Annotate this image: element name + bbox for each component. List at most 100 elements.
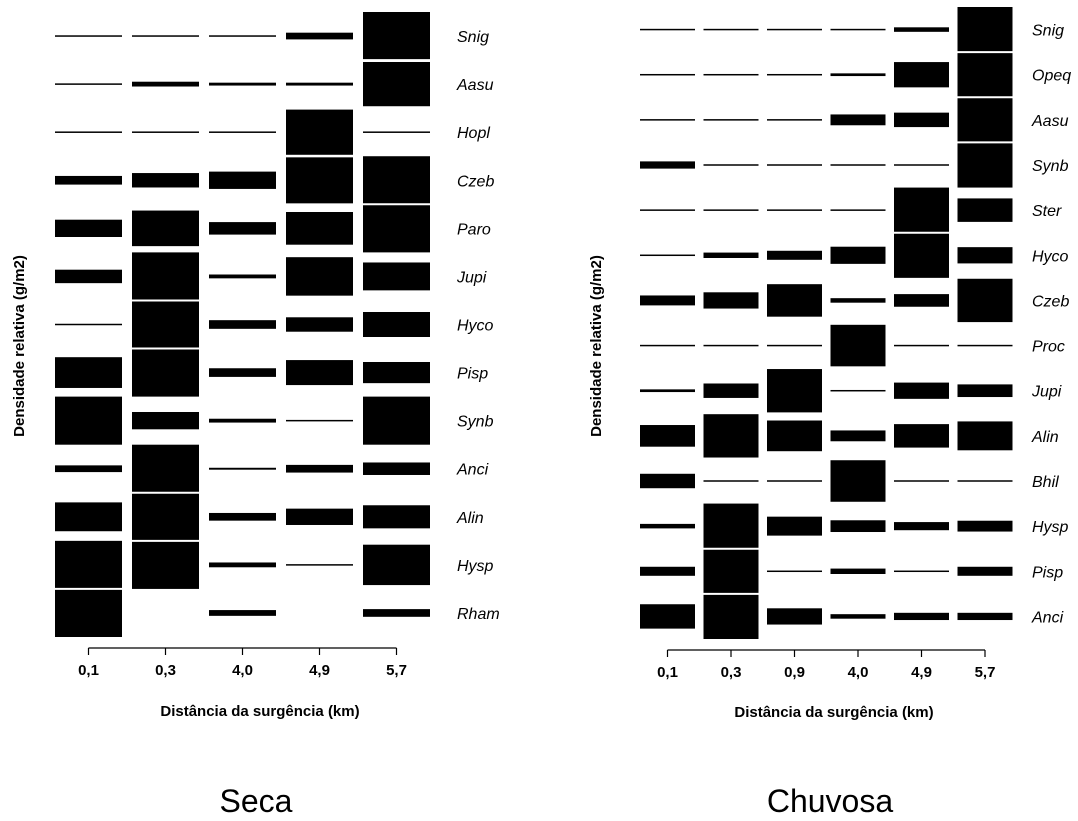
x-tick-label: 0,1: [657, 664, 678, 681]
x-tick-label: 0,3: [721, 664, 742, 681]
kite-bar-alin-0: [55, 502, 122, 532]
kite-bar-ster-0: [640, 209, 695, 211]
kite-bar-jupi-4: [363, 262, 430, 291]
kite-bar-hopl-4: [363, 131, 430, 133]
panel-title: Chuvosa: [767, 783, 894, 816]
kite-bar-alin-1: [703, 414, 759, 458]
kite-bar-synb-0: [640, 161, 695, 169]
species-label-rham: Rham: [457, 606, 500, 623]
kite-bar-hyco-3: [286, 317, 353, 332]
kite-bar-synb-2: [767, 164, 822, 166]
kite-bar-hysp-2: [767, 516, 822, 536]
kite-bar-czeb-1: [132, 173, 199, 188]
kite-bar-synb-2: [209, 418, 276, 423]
kite-bar-hopl-3: [286, 109, 353, 155]
x-tick-label: 5,7: [386, 662, 407, 679]
x-tick-label: 0,1: [78, 662, 99, 679]
species-label-pisp: Pisp: [1032, 564, 1063, 581]
kite-bar-snig-3: [286, 32, 353, 40]
kite-bar-proc-2: [767, 344, 822, 347]
kite-bar-paro-4: [363, 204, 430, 253]
kite-bar-aasu-1: [703, 119, 759, 121]
kite-bar-jupi-2: [767, 369, 822, 413]
kite-bar-alin-4: [363, 505, 430, 529]
kite-bar-alin-2: [767, 420, 822, 452]
kite-bar-hyco-4: [894, 232, 949, 278]
species-label-aasu: Aasu: [1031, 113, 1069, 130]
kite-bar-anci-1: [703, 593, 759, 639]
kite-bar-bhil-0: [640, 473, 695, 489]
kite-bar-czeb-1: [703, 292, 759, 309]
kite-bar-jupi-3: [286, 257, 353, 296]
kite-bar-snig-1: [132, 35, 199, 37]
kite-bar-hysp-1: [703, 503, 759, 549]
species-label-proc: Proc: [1032, 339, 1065, 356]
kite-bar-aasu-3: [830, 114, 886, 126]
x-axis-title: Distância da surgência (km): [734, 704, 933, 721]
kite-bar-hopl-0: [55, 131, 122, 133]
kite-bar-snig-4: [894, 27, 949, 32]
kite-bar-pisp-1: [703, 548, 759, 594]
kite-bar-pisp-2: [209, 368, 276, 377]
kite-bar-ster-3: [830, 209, 886, 211]
kite-bar-czeb-4: [894, 294, 949, 307]
kite-bar-ster-4: [894, 187, 949, 233]
x-tick-label: 5,7: [975, 664, 996, 681]
kite-bar-aasu-0: [640, 119, 695, 121]
kite-bar-aasu-1: [132, 81, 199, 87]
kite-bar-czeb-3: [830, 298, 886, 303]
x-tick-label: 4,9: [309, 662, 330, 679]
species-label-synb: Synb: [1032, 158, 1069, 175]
kite-bar-synb-3: [286, 419, 353, 422]
kite-bar-hysp-2: [209, 562, 276, 568]
kite-bar-jupi-5: [957, 384, 1013, 398]
kite-bar-proc-5: [957, 344, 1013, 347]
kite-bar-alin-2: [209, 512, 276, 521]
kite-bar-synb-5: [957, 142, 1013, 188]
species-label-aasu: Aasu: [456, 77, 494, 94]
kite-bar-czeb-4: [363, 156, 430, 205]
kite-bar-hyco-1: [703, 252, 759, 258]
kite-bar-alin-3: [286, 508, 353, 525]
kite-bar-pisp-0: [55, 357, 122, 388]
kite-bar-snig-3: [830, 28, 886, 31]
species-label-ster: Ster: [1032, 203, 1062, 220]
kite-bar-ster-1: [703, 209, 759, 211]
kite-bar-synb-4: [894, 164, 949, 166]
kite-bar-hopl-1: [132, 131, 199, 133]
kite-bar-proc-0: [640, 344, 695, 347]
kite-bar-hysp-4: [894, 522, 949, 531]
x-axis-title: Distância da surgência (km): [160, 703, 359, 720]
kite-bar-aasu-4: [363, 62, 430, 107]
kite-bar-hyco-5: [957, 247, 1013, 264]
kite-bar-hyco-3: [830, 246, 886, 264]
kite-bar-snig-1: [703, 28, 759, 31]
kite-bar-proc-3: [830, 324, 886, 367]
kite-bar-proc-1: [703, 344, 759, 347]
kite-bar-alin-3: [830, 430, 886, 442]
kite-bar-hyco-2: [209, 320, 276, 329]
kite-bar-anci-4: [894, 612, 949, 621]
species-label-jupi: Jupi: [1031, 384, 1062, 401]
kite-bar-bhil-5: [957, 480, 1013, 482]
species-label-hysp: Hysp: [1032, 519, 1069, 536]
kite-bar-pisp-2: [767, 570, 822, 573]
species-label-opeq: Opeq: [1032, 68, 1071, 85]
kite-bar-rham-0: [55, 588, 122, 637]
y-axis-title: Densidade relativa (g/m2): [588, 255, 605, 437]
kite-bar-jupi-4: [894, 382, 949, 399]
panel-title: Seca: [220, 783, 293, 816]
kite-bar-alin-1: [132, 492, 199, 541]
kite-bar-anci-5: [957, 612, 1013, 621]
x-tick-label: 4,0: [848, 664, 869, 681]
x-tick-label: 0,3: [155, 662, 176, 679]
species-label-synb: Synb: [457, 414, 494, 431]
kite-bar-czeb-2: [209, 171, 276, 189]
kite-bar-hyco-2: [767, 250, 822, 260]
kite-bar-bhil-1: [703, 480, 759, 482]
kite-bar-czeb-2: [767, 284, 822, 317]
kite-bar-bhil-3: [830, 460, 886, 502]
kite-bar-czeb-5: [957, 278, 1013, 323]
kite-bar-alin-5: [957, 421, 1013, 451]
